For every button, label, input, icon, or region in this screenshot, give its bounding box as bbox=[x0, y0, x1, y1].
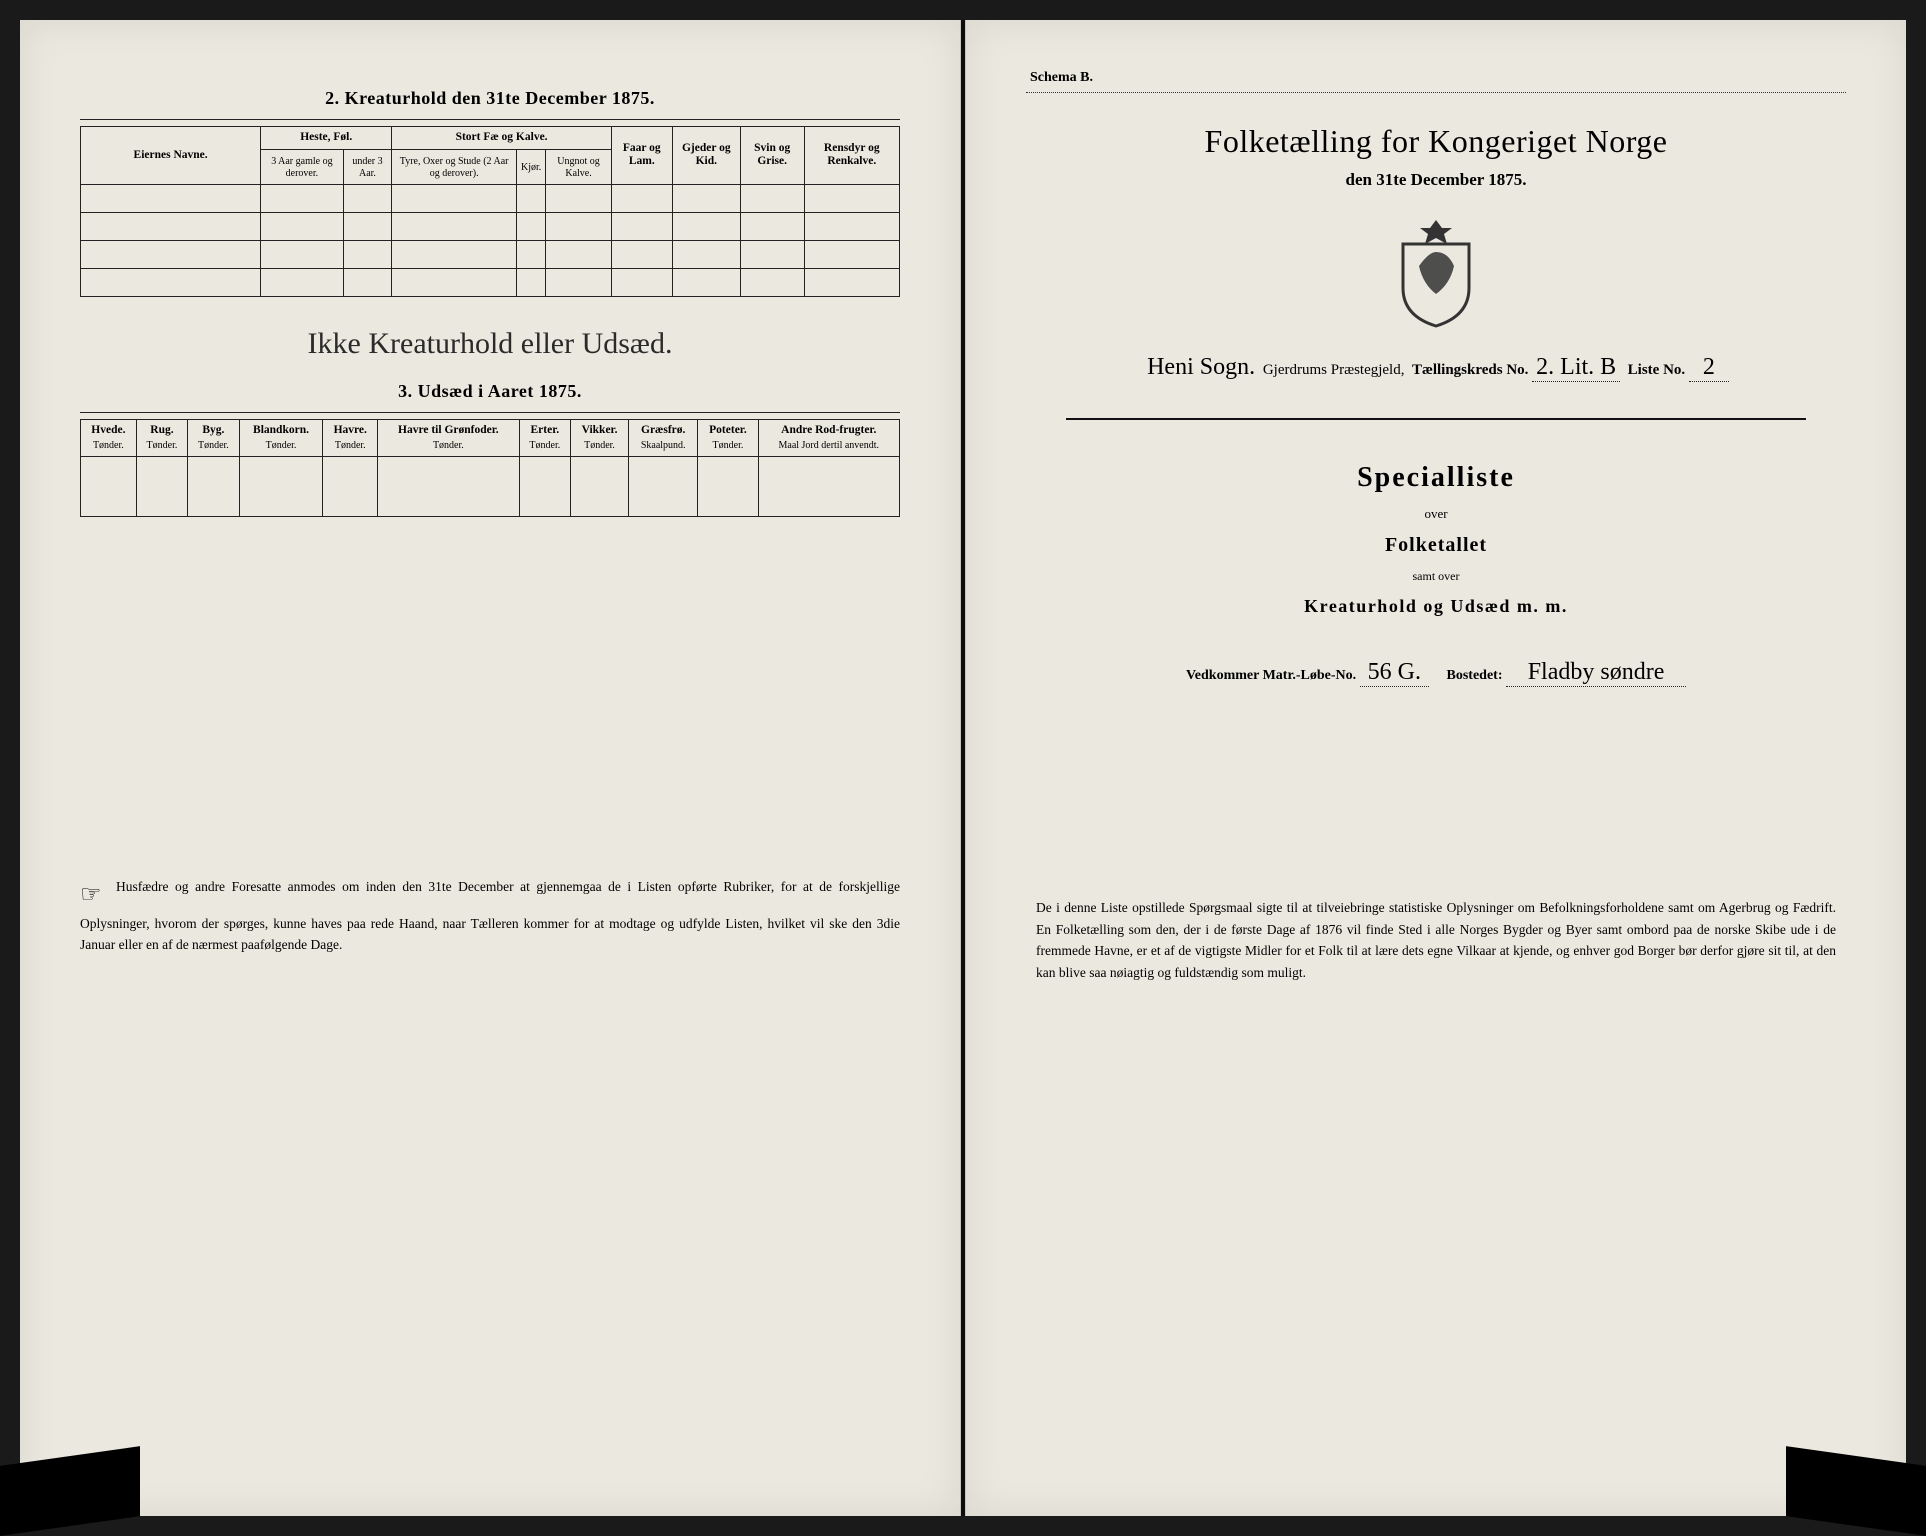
table-row bbox=[81, 184, 900, 212]
rule bbox=[80, 119, 900, 120]
h-3aar: 3 Aar gamle og derover. bbox=[261, 149, 343, 184]
schema-label: Schema B. bbox=[1030, 70, 1846, 86]
c5: Havre.Tønder. bbox=[323, 419, 378, 456]
matr-line: Vedkommer Matr.-Løbe-No. 56 G. Bostedet:… bbox=[1026, 659, 1846, 687]
left-footnote: ☞ Husfædre og andre Foresatte anmodes om… bbox=[80, 877, 900, 956]
sec2-title: 2. Kreaturhold den 31te December 1875. bbox=[80, 88, 900, 109]
table-row bbox=[81, 240, 900, 268]
left-page: 2. Kreaturhold den 31te December 1875. E… bbox=[20, 20, 961, 1516]
bosted-value: Fladby søndre bbox=[1506, 659, 1686, 687]
s-kjor: Kjør. bbox=[517, 149, 546, 184]
c2: Rug.Tønder. bbox=[136, 419, 187, 456]
col-rens: Rensdyr og Renkalve. bbox=[804, 127, 899, 185]
right-footnote: De i denne Liste opstillede Spørgsmaal s… bbox=[1026, 897, 1846, 983]
grp-heste: Heste, Føl. bbox=[261, 127, 392, 150]
c1: Hvede.Tønder. bbox=[81, 419, 137, 456]
pointing-hand-icon: ☞ bbox=[80, 877, 102, 914]
bosted-label: Bostedet: bbox=[1447, 668, 1503, 683]
gjeld-label: Gjerdrums Præstegjeld, bbox=[1263, 362, 1405, 378]
sec3-title: 3. Udsæd i Aaret 1875. bbox=[80, 381, 900, 402]
census-subtitle: den 31te December 1875. bbox=[1026, 170, 1846, 190]
census-title: Folketælling for Kongeriget Norge bbox=[1026, 123, 1846, 160]
liste-label: Liste No. bbox=[1628, 362, 1686, 378]
table-row bbox=[81, 212, 900, 240]
c11: Andre Rod-frugter.Maal Jord dertil anven… bbox=[758, 419, 899, 456]
c6: Havre til Grønfoder.Tønder. bbox=[378, 419, 520, 456]
folketallet-label: Folketallet bbox=[1026, 534, 1846, 557]
liste-value: 2 bbox=[1689, 354, 1729, 382]
c3: Byg.Tønder. bbox=[188, 419, 239, 456]
heavy-rule bbox=[1066, 418, 1806, 420]
c10: Poteter.Tønder. bbox=[698, 419, 758, 456]
sogn-handwriting: Heni Sogn. bbox=[1143, 354, 1259, 380]
c8: Vikker.Tønder. bbox=[571, 419, 629, 456]
c9: Græsfrø.Skaalpund. bbox=[629, 419, 698, 456]
dotted-rule bbox=[1026, 92, 1846, 93]
parish-line: Heni Sogn. Gjerdrums Præstegjeld, Tællin… bbox=[1026, 354, 1846, 382]
coat-of-arms-icon bbox=[1391, 220, 1481, 330]
table-udsaed: Hvede.Tønder. Rug.Tønder. Byg.Tønder. Bl… bbox=[80, 419, 900, 517]
table-row bbox=[81, 268, 900, 296]
left-footnote-text: Husfædre og andre Foresatte anmodes om i… bbox=[80, 879, 900, 952]
over-label: over bbox=[1026, 506, 1846, 522]
s-tyre: Tyre, Oxer og Stude (2 Aar og derover). bbox=[392, 149, 517, 184]
col-svin: Svin og Grise. bbox=[740, 127, 804, 185]
c7: Erter.Tønder. bbox=[519, 419, 570, 456]
c4: Blandkorn.Tønder. bbox=[239, 419, 323, 456]
kreds-label: Tællingskreds No. bbox=[1412, 362, 1528, 378]
col-owner: Eiernes Navne. bbox=[134, 149, 208, 161]
page-spread: 2. Kreaturhold den 31te December 1875. E… bbox=[20, 20, 1906, 1516]
col-faar: Faar og Lam. bbox=[611, 127, 672, 185]
table-kreaturhold: Eiernes Navne. Heste, Føl. Stort Fæ og K… bbox=[80, 126, 900, 297]
samt-label: samt over bbox=[1026, 569, 1846, 584]
kreds-value: 2. Lit. B bbox=[1532, 354, 1620, 382]
matr-value: 56 G. bbox=[1360, 659, 1429, 687]
right-page: Schema B. Folketælling for Kongeriget No… bbox=[965, 20, 1906, 1516]
grp-stort: Stort Fæ og Kalve. bbox=[392, 127, 612, 150]
rule bbox=[80, 412, 900, 413]
specialliste-title: Specialliste bbox=[1026, 462, 1846, 494]
s-ungnot: Ungnot og Kalve. bbox=[546, 149, 612, 184]
matr-label: Vedkommer Matr.-Løbe-No. bbox=[1186, 668, 1356, 683]
h-under3: under 3 Aar. bbox=[343, 149, 392, 184]
kreatur-label: Kreaturhold og Udsæd m. m. bbox=[1026, 596, 1846, 617]
handwriting-note: Ikke Kreaturhold eller Udsæd. bbox=[80, 327, 900, 361]
col-gjeder: Gjeder og Kid. bbox=[672, 127, 740, 185]
table-row bbox=[81, 456, 900, 516]
